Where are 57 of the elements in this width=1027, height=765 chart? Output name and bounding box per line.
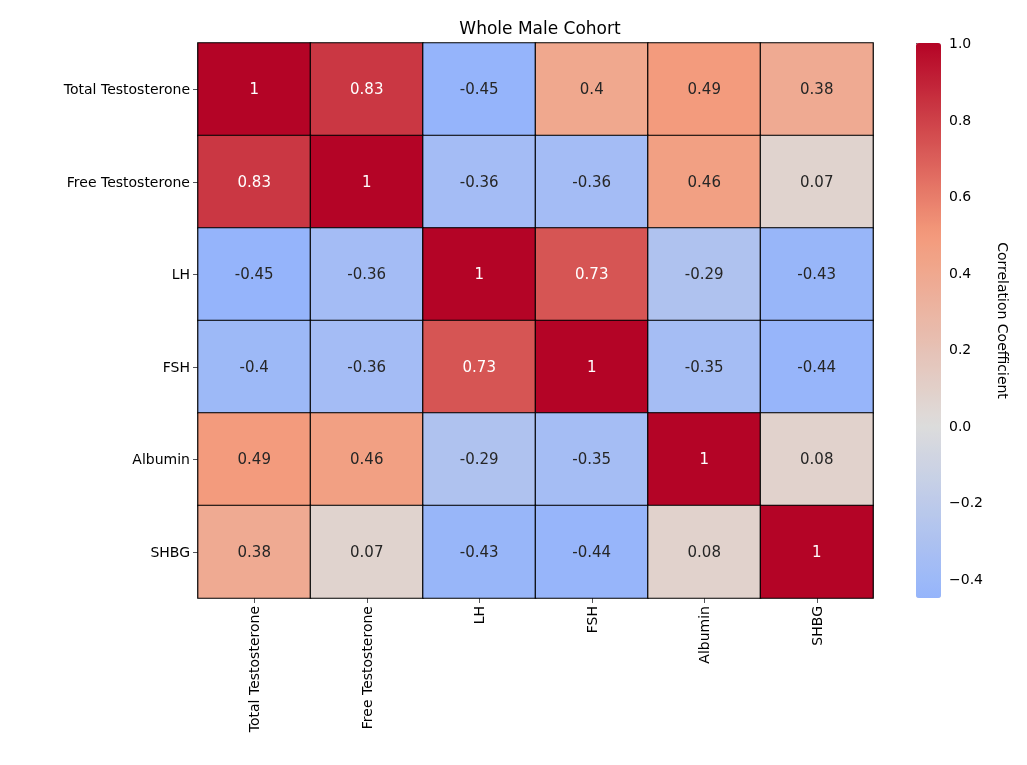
y-tick-label: Free Testosterone: [66, 173, 190, 190]
data-label: -0.36: [347, 265, 387, 284]
data-label: -0.36: [572, 172, 612, 191]
data-label: 0.83: [237, 172, 271, 191]
color-bar-label: −0.4: [949, 570, 984, 587]
color-bar-title: Correlation Coefficient: [995, 242, 1011, 400]
data-label: 0.38: [800, 80, 834, 99]
data-label: 0.4: [579, 80, 604, 99]
data-label: 0.73: [462, 357, 496, 376]
data-label: 0.46: [687, 172, 721, 191]
color-bar-label: 0.2: [949, 341, 972, 358]
y-tick-label: Albumin: [132, 451, 190, 468]
data-label: 1: [811, 542, 822, 561]
data-label: -0.36: [459, 172, 499, 191]
data-label: -0.35: [572, 450, 612, 469]
color-bar-label: 1.0: [949, 35, 972, 51]
data-label: 0.46: [350, 450, 384, 469]
data-label: 0.07: [800, 172, 834, 191]
data-label: -0.44: [797, 357, 837, 376]
data-label: 1: [361, 172, 372, 191]
x-tick-label: SHBG: [808, 606, 825, 646]
y-tick-label: SHBG: [150, 543, 190, 560]
data-label: 0.83: [350, 80, 384, 99]
color-bar-label: 0.4: [949, 264, 972, 281]
data-label: 0.07: [350, 542, 384, 561]
data-label: -0.29: [684, 265, 724, 284]
data-label: 0.49: [687, 80, 721, 99]
data-label: 0.08: [800, 450, 834, 469]
data-label: 1: [699, 450, 710, 469]
x-tick-label: LH: [471, 606, 488, 625]
y-tick-label: Total Testosterone: [62, 81, 190, 98]
data-label: -0.45: [234, 265, 274, 284]
data-label: -0.29: [459, 450, 499, 469]
data-label: 0.49: [237, 450, 271, 469]
x-tick-label: FSH: [583, 606, 600, 634]
data-label: 0.08: [687, 542, 721, 561]
color-bar-label: 0.8: [949, 111, 972, 128]
y-tick-label: FSH: [162, 358, 190, 375]
color-bar-label: −0.2: [949, 494, 983, 511]
color-bar-label: 0.0: [949, 417, 972, 434]
x-tick-label: Free Testosterone: [358, 606, 375, 730]
data-label: -0.35: [684, 357, 724, 376]
data-label: 1: [249, 80, 260, 99]
data-label: 1: [586, 357, 597, 376]
x-tick-label: Albumin: [696, 606, 713, 664]
data-label: -0.4: [239, 357, 269, 376]
data-label: -0.43: [797, 265, 837, 284]
data-label: 0.38: [237, 542, 271, 561]
data-label: -0.36: [347, 357, 387, 376]
data-label: 0.73: [575, 265, 609, 284]
data-label: 1: [474, 265, 485, 284]
data-label: -0.45: [459, 80, 499, 99]
y-tick-label: LH: [171, 266, 190, 283]
color-bar-label: 0.6: [949, 188, 972, 205]
data-label: -0.44: [572, 542, 612, 561]
data-label: -0.43: [459, 542, 499, 561]
chart-title: Whole Male Cohort: [459, 17, 621, 38]
